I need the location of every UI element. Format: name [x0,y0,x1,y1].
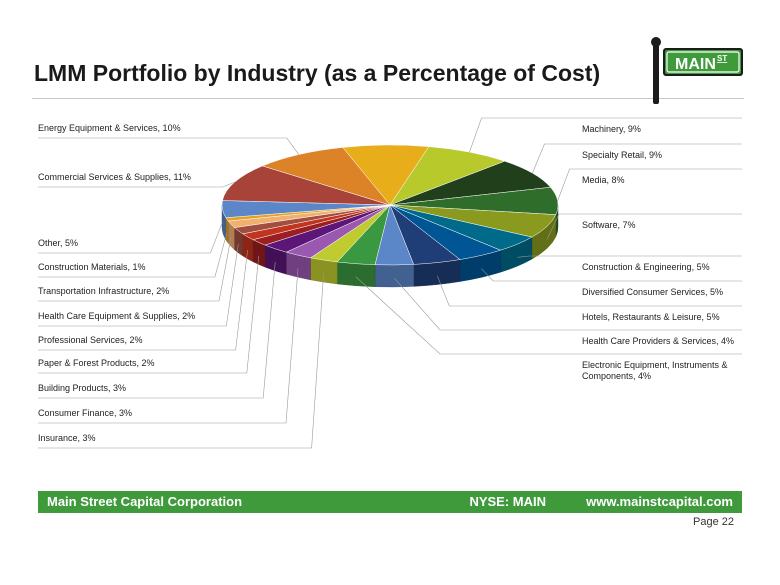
slice-label: Other, 5% [38,238,79,248]
slice-label: Commercial Services & Supplies, 11% [38,172,191,182]
leader-line [38,181,235,188]
leader-line [394,278,742,331]
slice-label: Electronic Equipment, Instruments & Comp… [582,360,728,381]
slice-label: Machinery, 9% [582,124,641,134]
slice-label: Building Products, 3% [38,383,127,393]
leader-line [38,137,300,155]
pie-slice [389,160,552,206]
footer-bar: Main Street Capital Corporation NYSE: MA… [38,491,742,513]
leader-line [532,143,742,174]
footer-ticker: NYSE: MAIN [469,494,546,509]
leader-line [38,249,248,351]
slice-label: Media, 8% [582,175,625,185]
footer-url[interactable]: www.mainstcapital.com [586,494,733,509]
leader-line [355,276,742,355]
slice-label: Diversified Consumer Services, 5% [582,287,724,297]
slice-label: Energy Equipment & Services, 10% [38,123,181,133]
page-title: LMM Portfolio by Industry (as a Percenta… [34,60,601,86]
slice-label: Professional Services, 2% [38,335,143,345]
slice-label: Hotels, Restaurants & Leisure, 5% [582,312,720,322]
leader-line [546,213,742,240]
slice-label: Health Care Providers & Services, 4% [582,336,735,346]
pie-slice-side [310,257,338,285]
pie-slice [261,147,391,206]
leader-line [38,261,276,399]
leader-line [38,222,223,254]
slice-label: Consumer Finance, 3% [38,408,133,418]
pie-slice [342,144,430,206]
logo-text: MAIN [675,56,716,73]
pie-slice-side [374,264,414,288]
main-street-logo: MAIN ST [651,37,743,104]
slice-label: Construction & Engineering, 5% [582,262,710,272]
leader-line [38,237,232,302]
leader-line [480,268,742,282]
pie-slice-side [336,261,376,287]
leader-line [557,168,742,202]
page-number: Page 22 [693,516,734,528]
logo-pole [653,42,659,104]
slice-label: Specialty Retail, 9% [582,150,663,160]
leader-line [517,255,742,258]
slice-label: Construction Materials, 1% [38,262,146,272]
footer-company: Main Street Capital Corporation [47,494,243,509]
logo-superscript: ST [717,54,727,63]
slice-label: Software, 7% [582,220,636,230]
slice-label: Transportation Infrastructure, 2% [38,286,170,296]
logo-sign-face [665,50,741,74]
leader-line [38,232,228,278]
leader-line [38,243,239,327]
slice-label: Health Care Equipment & Supplies, 2% [38,311,196,321]
slice-label: Insurance, 3% [38,433,96,443]
leader-line [437,275,742,307]
leader-line [469,117,742,153]
pie-slice [389,146,506,206]
slice-label: Paper & Forest Products, 2% [38,358,155,368]
title-divider [32,98,744,99]
logo-pole-cap [651,37,661,47]
pie-slice [222,165,391,206]
leader-line [38,273,324,449]
leader-line [38,268,299,424]
leader-line [38,255,260,374]
